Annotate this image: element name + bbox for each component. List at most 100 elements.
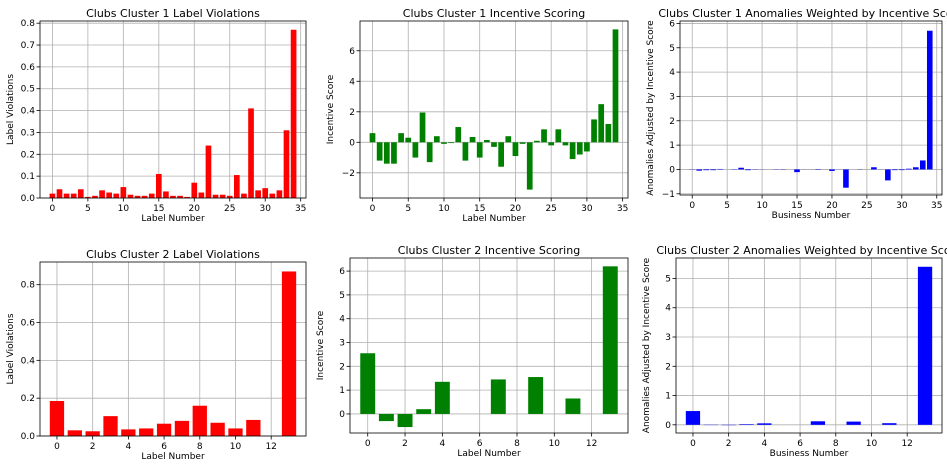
bar (92, 195, 98, 198)
bar (99, 190, 105, 198)
y-tick-label: 2 (349, 108, 355, 118)
y-tick-label: 3 (669, 92, 675, 102)
y-tick-label: 4 (669, 68, 675, 78)
x-tick-label: 6 (477, 439, 483, 449)
y-tick-label: 3 (665, 333, 671, 343)
bar (483, 140, 490, 143)
bar (378, 413, 394, 422)
bar (192, 405, 207, 436)
x-tick-label: 30 (581, 204, 593, 214)
x-tick-label: 12 (265, 442, 276, 452)
x-axis-label: Label Number (462, 214, 526, 224)
y-tick-label: 0.8 (21, 281, 36, 291)
x-tick-label: 2 (726, 439, 732, 449)
bar (433, 136, 440, 143)
bar (228, 428, 243, 436)
y-tick-label: −1 (662, 190, 675, 200)
plot-frame (39, 20, 307, 199)
bar (210, 422, 225, 436)
bar (745, 169, 751, 171)
x-tick-label: 0 (54, 442, 60, 452)
bar (441, 142, 447, 144)
y-tick-label: 0.0 (21, 432, 36, 442)
plot-frame (679, 20, 943, 196)
bar (360, 353, 376, 414)
bar (612, 29, 619, 143)
y-tick-label: 4 (665, 304, 671, 314)
x-tick-label: 6 (161, 442, 167, 452)
x-tick-label: 10 (438, 204, 450, 214)
bar (598, 104, 605, 143)
y-axis-label: Label Violations (6, 313, 16, 384)
y-tick-label: 0 (349, 138, 355, 148)
y-tick-label: 5 (665, 274, 671, 284)
bar (156, 423, 172, 436)
plot-frame (675, 257, 943, 434)
bar (120, 187, 127, 198)
bar (226, 195, 233, 198)
y-tick-label: 5 (669, 44, 675, 54)
bar (512, 142, 519, 157)
y-axis-label: Anomalies Adjusted by Incentive Score (646, 20, 656, 196)
y-tick-label: 0.1 (21, 172, 35, 182)
plot-frame (39, 261, 307, 437)
bar (882, 423, 897, 425)
x-tick-label: 30 (259, 204, 271, 214)
bar (416, 409, 432, 414)
x-tick-label: 0 (50, 204, 56, 214)
y-tick-label: 0 (339, 410, 345, 420)
y-tick-label: 0.5 (21, 85, 35, 95)
bar (434, 381, 450, 414)
x-axis-label: Business Number (770, 449, 849, 459)
x-tick-label: 10 (756, 201, 768, 211)
y-tick-label: 6 (339, 267, 345, 277)
chart-title: Clubs Cluster 1 Label Violations (86, 7, 260, 20)
x-tick-label: 10 (549, 439, 561, 449)
x-tick-label: 4 (762, 439, 768, 449)
bar (469, 136, 476, 143)
bar (685, 411, 701, 425)
bar (85, 196, 91, 198)
bar (541, 129, 547, 143)
x-tick-label: 4 (126, 442, 132, 452)
bar (412, 142, 419, 158)
bar (906, 168, 912, 170)
bar (269, 193, 276, 198)
y-tick-label: 0.3 (21, 128, 35, 138)
x-tick-label: 5 (405, 204, 411, 214)
bar (262, 188, 269, 198)
bar (569, 142, 576, 160)
bar (212, 194, 219, 198)
bar (205, 145, 212, 198)
x-tick-label: 15 (474, 204, 485, 214)
chart-title: Clubs Cluster 2 Anomalies Weighted by In… (656, 244, 947, 257)
bar (885, 169, 891, 181)
bar (703, 169, 709, 171)
x-tick-label: 10 (230, 442, 242, 452)
bar (419, 112, 426, 143)
bar (448, 142, 454, 144)
y-tick-label: 2 (665, 362, 671, 372)
bar (739, 424, 754, 425)
bar (491, 142, 497, 147)
chart-title: Clubs Cluster 2 Label Violations (86, 248, 260, 261)
subplot-2: 0 5 10 15 20 25 30 35 −2 0 2 4 6 Clubs Cluster 1 Ince… (326, 7, 629, 224)
bar (455, 127, 462, 143)
x-tick-label: 0 (689, 201, 695, 211)
bar (548, 142, 555, 146)
bar (794, 169, 800, 173)
bar (281, 271, 297, 436)
x-tick-label: 12 (586, 439, 597, 449)
bar (490, 379, 506, 414)
y-tick-label: 6 (669, 19, 675, 29)
bar (710, 169, 716, 171)
bar (526, 142, 533, 190)
bar (926, 30, 933, 170)
bar (591, 119, 597, 143)
plot-frame (349, 257, 629, 434)
y-tick-label: 4 (349, 77, 355, 87)
y-tick-label: 0.2 (21, 150, 35, 160)
bar (528, 377, 544, 414)
